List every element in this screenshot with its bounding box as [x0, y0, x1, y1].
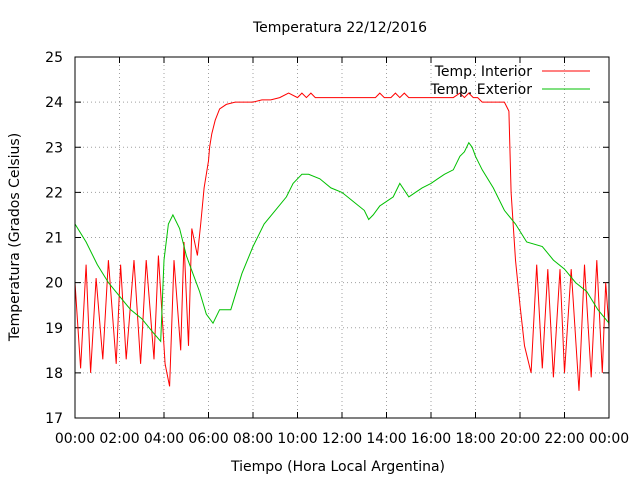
y-tick-label: 19 [45, 321, 63, 337]
legend: Temp. Interior Temp. Exterior [430, 64, 590, 98]
x-tick-label: 08:00 [233, 431, 273, 447]
x-tick-label: 14:00 [366, 431, 406, 447]
y-tick-label: 18 [45, 366, 63, 382]
x-axis-label: Tiempo (Hora Local Argentina) [230, 459, 445, 475]
x-tick-label: 02:00 [99, 431, 139, 447]
y-tick-label: 25 [45, 50, 63, 66]
x-tick-label: 18:00 [455, 431, 495, 447]
x-tick-label: 22:00 [544, 431, 584, 447]
grid-lines [75, 57, 609, 418]
plot-frame [74, 56, 610, 419]
x-tick-label: 20:00 [500, 431, 540, 447]
y-tick-label: 22 [45, 185, 63, 201]
y-tick-label: 21 [45, 231, 63, 247]
x-tick-label: 00:00 [589, 431, 629, 447]
chart-title: Temperatura 22/12/2016 [252, 20, 427, 36]
y-tick-label: 17 [45, 411, 63, 427]
axis-ticks: 00:00 02:00 04:00 06:00 08:00 10:00 12:00 14:00… [45, 50, 629, 447]
legend-label: Temp. Interior [434, 64, 533, 80]
x-tick-label: 06:00 [188, 431, 228, 447]
x-tick-label: 16:00 [411, 431, 451, 447]
y-tick-label: 24 [45, 95, 63, 111]
legend-label: Temp. Exterior [430, 82, 533, 98]
y-tick-label: 23 [45, 140, 63, 156]
series-line-interior [74, 92, 610, 391]
x-tick-label: 10:00 [277, 431, 317, 447]
x-tick-label: 04:00 [144, 431, 184, 447]
series-line-exterior [74, 141, 610, 343]
x-tick-label: 00:00 [55, 431, 95, 447]
y-axis-label: Temperatura (Grados Celsius) [7, 133, 23, 342]
series-lines [74, 92, 610, 391]
y-tick-label: 20 [45, 276, 63, 292]
x-tick-label: 12:00 [322, 431, 362, 447]
